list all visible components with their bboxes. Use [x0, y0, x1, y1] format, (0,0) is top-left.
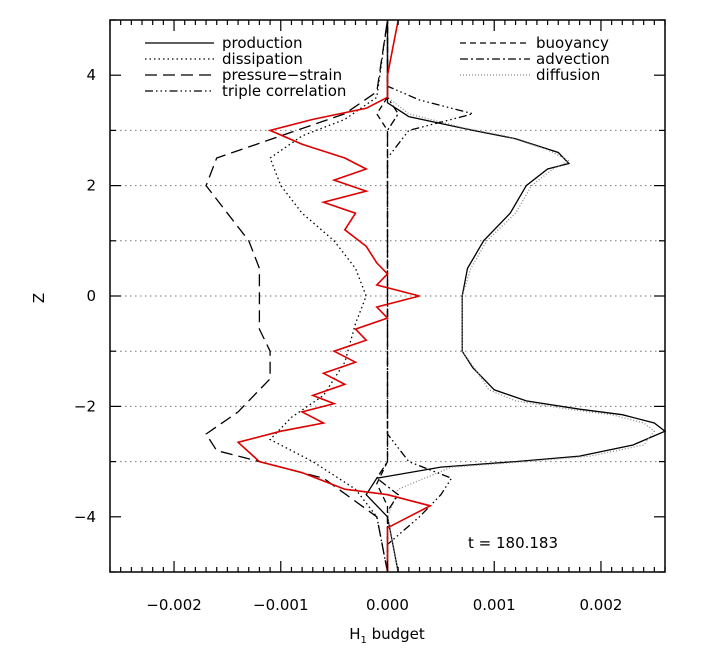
y-tick-label: −2 — [74, 397, 96, 415]
legend-label: advection — [536, 50, 610, 68]
legend: productiondissipationpressure−straintrip… — [145, 34, 610, 100]
x-axis-label-rest: budget — [367, 625, 425, 643]
series-diffusion — [386, 20, 656, 573]
y-tick-label: −4 — [74, 508, 96, 526]
series-h1-total — [236, 19, 433, 572]
y-tick-label: 2 — [86, 177, 96, 195]
x-tick-label: 0.002 — [579, 596, 622, 614]
y-tick-label: 4 — [86, 66, 96, 84]
x-axis-label-main: H — [349, 625, 360, 643]
legend-label: diffusion — [536, 66, 600, 84]
x-axis-label: H1 budget — [349, 625, 425, 646]
x-tick-label: −0.001 — [253, 596, 309, 614]
legend-label: dissipation — [222, 50, 303, 68]
time-annotation: t = 180.183 — [468, 534, 558, 552]
series-advection — [375, 20, 400, 572]
series-pressure-strain — [205, 19, 389, 573]
legend-label: buoyancy — [536, 34, 609, 52]
legend-label: production — [222, 34, 303, 52]
legend-label: triple correlation — [222, 82, 346, 100]
y-tick-label: 0 — [86, 287, 96, 305]
axis-ticks: −0.002 −0.001 0.000 0.001 0.002 −4 −2 0 2 4 — [74, 19, 666, 614]
legend-label: pressure−strain — [222, 66, 342, 84]
x-tick-label: 0.000 — [366, 596, 409, 614]
series-production — [365, 20, 667, 573]
x-tick-label: −0.002 — [146, 596, 202, 614]
series-layer — [205, 19, 667, 573]
x-tick-label: 0.001 — [473, 596, 516, 614]
x-axis-label-subscript: 1 — [360, 635, 366, 646]
y-axis-label: Z — [30, 293, 48, 303]
